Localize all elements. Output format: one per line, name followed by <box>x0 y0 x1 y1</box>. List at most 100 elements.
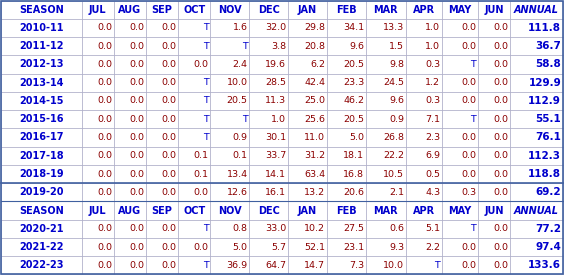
Bar <box>146 165 178 183</box>
Bar <box>114 110 146 128</box>
Bar <box>178 19 210 37</box>
Bar <box>249 183 288 201</box>
Bar <box>366 74 406 92</box>
Bar <box>478 220 510 238</box>
Text: JAN: JAN <box>298 5 317 15</box>
Bar <box>114 74 146 92</box>
Bar <box>327 147 366 165</box>
Bar <box>210 55 249 74</box>
Text: 0.0: 0.0 <box>494 42 509 51</box>
Bar <box>146 183 178 201</box>
Text: 1.5: 1.5 <box>389 42 404 51</box>
Bar <box>406 74 442 92</box>
Text: 0.0: 0.0 <box>461 243 476 252</box>
Text: 0.9: 0.9 <box>389 115 404 124</box>
Text: 0.0: 0.0 <box>97 42 112 51</box>
Text: 9.6: 9.6 <box>349 42 364 51</box>
Bar <box>406 183 442 201</box>
Text: 20.6: 20.6 <box>343 188 364 197</box>
Bar <box>442 128 478 147</box>
Bar <box>406 92 442 110</box>
Bar <box>288 37 327 55</box>
Bar <box>82 37 114 55</box>
Bar <box>366 238 406 256</box>
Text: 4.3: 4.3 <box>425 188 440 197</box>
Text: 11.0: 11.0 <box>304 133 325 142</box>
Bar <box>210 1 249 19</box>
Bar <box>178 37 210 55</box>
Text: 0.0: 0.0 <box>161 133 177 142</box>
Bar <box>178 55 210 74</box>
Bar <box>478 92 510 110</box>
Text: 31.2: 31.2 <box>304 151 325 160</box>
Bar <box>327 128 366 147</box>
Text: 20.5: 20.5 <box>343 115 364 124</box>
Text: 22.2: 22.2 <box>383 151 404 160</box>
Bar <box>288 55 327 74</box>
Bar <box>442 74 478 92</box>
Bar <box>1 128 82 147</box>
Text: 77.2: 77.2 <box>535 224 561 234</box>
Text: T: T <box>470 224 476 233</box>
Bar <box>146 74 178 92</box>
Bar <box>178 256 210 274</box>
Text: T: T <box>203 224 209 233</box>
Text: 2011-12: 2011-12 <box>19 41 64 51</box>
Text: 6.9: 6.9 <box>425 151 440 160</box>
Bar <box>146 256 178 274</box>
Text: 0.1: 0.1 <box>193 169 209 178</box>
Bar <box>1 201 82 220</box>
Bar <box>249 238 288 256</box>
Text: T: T <box>470 115 476 124</box>
Text: 0.0: 0.0 <box>97 78 112 87</box>
Bar <box>288 201 327 220</box>
Text: 0.0: 0.0 <box>161 115 177 124</box>
Text: 0.3: 0.3 <box>425 97 440 106</box>
Bar <box>288 1 327 19</box>
Text: SEASON: SEASON <box>19 205 64 216</box>
Bar <box>146 238 178 256</box>
Text: 7.3: 7.3 <box>349 261 364 270</box>
Bar <box>442 183 478 201</box>
Bar <box>510 165 563 183</box>
Text: DEC: DEC <box>258 5 280 15</box>
Text: 27.5: 27.5 <box>343 224 364 233</box>
Text: T: T <box>242 42 248 51</box>
Bar <box>178 183 210 201</box>
Bar <box>327 165 366 183</box>
Text: 0.0: 0.0 <box>161 243 177 252</box>
Bar <box>327 238 366 256</box>
Bar <box>510 37 563 55</box>
Bar <box>210 19 249 37</box>
Text: T: T <box>434 261 440 270</box>
Bar <box>146 92 178 110</box>
Text: 0.0: 0.0 <box>461 261 476 270</box>
Text: 10.5: 10.5 <box>383 169 404 178</box>
Bar <box>114 238 146 256</box>
Bar <box>114 256 146 274</box>
Bar <box>366 256 406 274</box>
Text: 64.7: 64.7 <box>266 261 287 270</box>
Text: 0.0: 0.0 <box>461 133 476 142</box>
Bar <box>249 110 288 128</box>
Text: 0.8: 0.8 <box>232 224 248 233</box>
Bar <box>406 128 442 147</box>
Text: 9.3: 9.3 <box>389 243 404 252</box>
Text: 0.0: 0.0 <box>129 97 144 106</box>
Bar <box>178 110 210 128</box>
Text: 0.0: 0.0 <box>129 23 144 32</box>
Text: 32.0: 32.0 <box>265 23 287 32</box>
Text: DEC: DEC <box>258 205 280 216</box>
Text: T: T <box>203 23 209 32</box>
Text: 26.8: 26.8 <box>383 133 404 142</box>
Text: 2.3: 2.3 <box>425 133 440 142</box>
Bar <box>406 256 442 274</box>
Text: 76.1: 76.1 <box>535 133 561 142</box>
Text: 0.0: 0.0 <box>494 97 509 106</box>
Text: 0.0: 0.0 <box>193 243 209 252</box>
Bar <box>249 128 288 147</box>
Text: T: T <box>203 42 209 51</box>
Text: 0.5: 0.5 <box>425 169 440 178</box>
Bar <box>82 183 114 201</box>
Bar <box>478 110 510 128</box>
